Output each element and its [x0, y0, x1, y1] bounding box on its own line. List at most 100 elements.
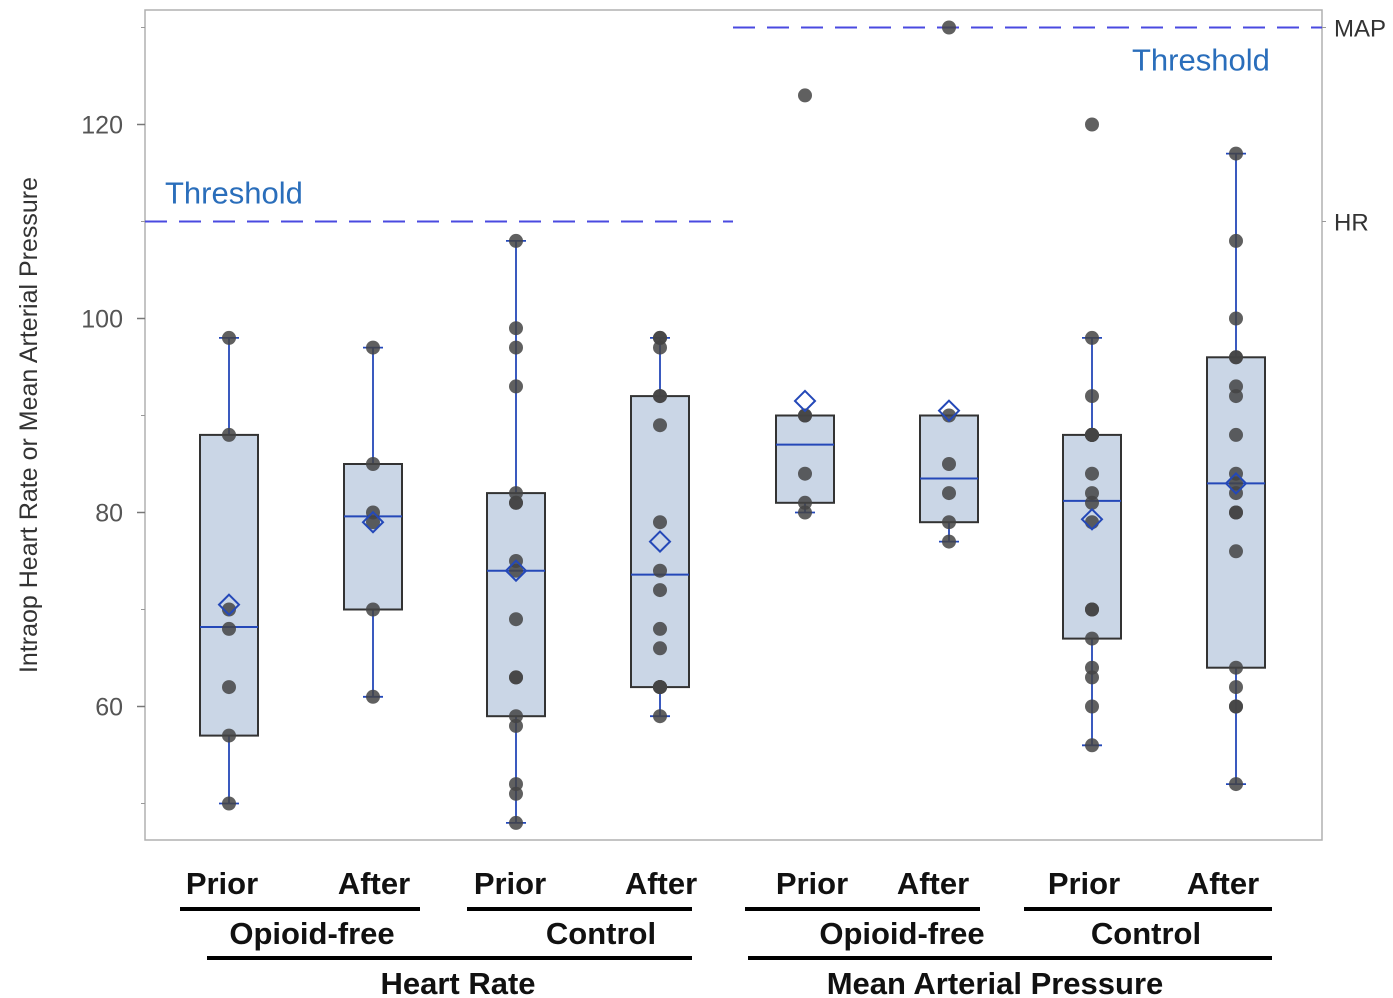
iqr-box — [343, 463, 403, 611]
data-point — [366, 340, 380, 355]
x-label-time: Prior — [776, 866, 848, 901]
box-group-4 — [630, 330, 690, 724]
x-label-time: Prior — [474, 866, 546, 901]
mean-marker — [504, 559, 528, 583]
data-point — [509, 321, 523, 336]
x-label-measure: Heart Rate — [380, 966, 535, 998]
data-point — [509, 709, 523, 724]
x-label-time: After — [1187, 866, 1259, 901]
x-label-time: After — [897, 866, 969, 901]
plot-frame — [144, 9, 1323, 841]
data-point — [1229, 233, 1243, 248]
data-point — [798, 495, 812, 510]
ref-line-label-map: MAP — [1334, 16, 1386, 43]
x-axis-labels: Prior After Prior After Prior After Prior After… — [180, 866, 1272, 998]
data-point — [1229, 476, 1243, 491]
box-group-3 — [486, 233, 546, 830]
data-point — [1229, 660, 1243, 675]
data-point — [1229, 777, 1243, 792]
data-point — [1085, 699, 1099, 714]
data-point — [653, 641, 667, 656]
box-group-6 — [919, 20, 979, 549]
data-point — [1085, 486, 1099, 501]
data-point — [1085, 330, 1099, 345]
y-tick-label: 120 — [81, 112, 123, 140]
data-point — [222, 728, 236, 743]
data-point — [798, 466, 812, 481]
data-point — [653, 389, 667, 404]
mean-marker — [793, 389, 817, 413]
iqr-box — [775, 414, 835, 504]
data-point — [1229, 311, 1243, 326]
data-point — [1085, 631, 1099, 646]
data-point — [942, 486, 956, 501]
data-point — [653, 563, 667, 578]
box-group-2 — [343, 340, 403, 704]
data-point — [509, 670, 523, 685]
data-point — [1085, 495, 1099, 510]
y-tick-label: 80 — [95, 500, 123, 528]
data-point — [798, 88, 812, 103]
data-point — [942, 534, 956, 549]
data-point — [1229, 389, 1243, 404]
data-point — [942, 20, 956, 35]
data-point — [222, 796, 236, 811]
ref-line-label-hr: HR — [1334, 210, 1369, 237]
data-point — [509, 379, 523, 394]
x-label-group: Control — [1091, 916, 1201, 951]
data-point — [1229, 379, 1243, 394]
data-point — [1229, 505, 1243, 520]
data-point — [509, 777, 523, 792]
data-point — [653, 515, 667, 530]
data-point — [1085, 602, 1099, 617]
y-axis-label: Intraop Heart Rate or Mean Arterial Pres… — [15, 177, 43, 673]
data-point — [1085, 660, 1099, 675]
data-point — [653, 680, 667, 695]
x-label-time: Prior — [186, 866, 258, 901]
threshold-annotation: Threshold — [1132, 43, 1270, 78]
data-point — [942, 408, 956, 423]
mean-marker — [937, 399, 961, 423]
data-point — [366, 602, 380, 617]
data-point — [1085, 389, 1099, 404]
data-point — [1085, 515, 1099, 530]
data-point — [653, 583, 667, 598]
data-point — [222, 427, 236, 442]
mean-marker — [648, 530, 672, 554]
data-point — [653, 709, 667, 724]
data-point — [1229, 427, 1243, 442]
data-point — [509, 340, 523, 355]
data-point — [653, 621, 667, 636]
data-point — [653, 330, 667, 345]
x-label-group: Control — [546, 916, 656, 951]
data-point — [509, 563, 523, 578]
data-point — [509, 786, 523, 801]
data-point — [1229, 146, 1243, 161]
threshold-annotation: Threshold — [165, 176, 303, 211]
data-point — [798, 505, 812, 520]
data-point — [1085, 466, 1099, 481]
data-point — [366, 515, 380, 530]
data-point — [222, 680, 236, 695]
data-point — [366, 457, 380, 471]
data-point — [653, 418, 667, 433]
data-point — [509, 612, 523, 627]
mean-marker — [1080, 507, 1104, 531]
data-point — [1229, 680, 1243, 695]
x-label-group: Opioid-free — [229, 916, 394, 951]
data-point — [222, 330, 236, 345]
data-point — [222, 621, 236, 636]
y-tick-label: 60 — [95, 694, 123, 722]
data-point — [942, 457, 956, 471]
mean-marker — [217, 593, 241, 617]
reference-lines: HR Threshold MAP Threshold — [141, 16, 1386, 237]
data-point — [798, 408, 812, 423]
x-label-time: After — [625, 866, 697, 901]
data-point — [1229, 350, 1243, 365]
box-group-1 — [199, 330, 259, 811]
data-point — [509, 233, 523, 248]
box-group-5 — [775, 88, 835, 520]
data-point — [366, 689, 380, 704]
x-label-time: After — [338, 866, 410, 901]
mean-marker — [1224, 471, 1248, 495]
